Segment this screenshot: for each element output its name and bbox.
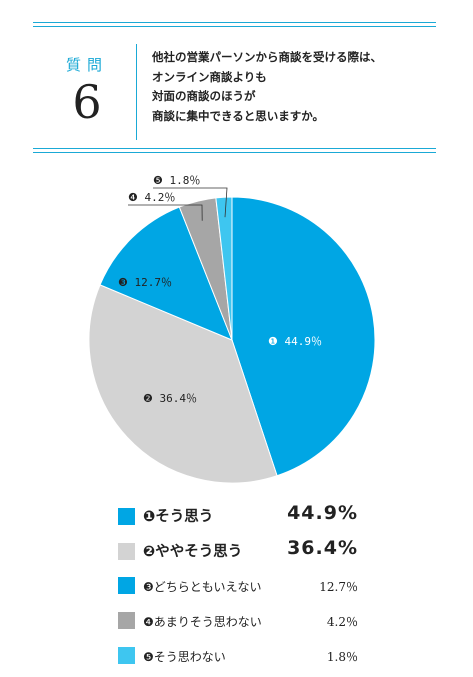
legend-swatch-2 (118, 543, 135, 560)
header-divider (136, 44, 137, 140)
legend-row-1: ❶そう思う 44.9% (118, 501, 358, 536)
question-line-1: 他社の営業パーソンから商談を受ける際は、 (152, 50, 382, 64)
pie-leader-4 (128, 204, 203, 221)
question-number: 6 (72, 75, 102, 129)
legend-text-1: そう思う (155, 509, 214, 525)
legend-swatch-3 (118, 577, 135, 594)
pie-label-3: ❸ 12.7％ (118, 276, 172, 289)
legend-value-5: 1.8％ (326, 650, 358, 664)
legend-marker-1: ❶ (143, 509, 156, 525)
pie-leader-5 (153, 187, 228, 218)
pie-label-2: ❷ 36.4％ (143, 392, 197, 405)
legend-label-2: ❷ややそう思う (143, 540, 242, 561)
bottom-rule-2 (33, 152, 436, 153)
question-text: 他社の営業パーソンから商談を受ける際は、 オンライン商談よりも 対面の商談のほう… (152, 48, 432, 126)
legend-swatch-1 (118, 508, 135, 525)
pie-slice-2 (88, 284, 278, 484)
legend-marker-4: ❹ (143, 615, 154, 629)
bottom-rule-1 (33, 148, 436, 149)
pie-label-4: ❹ 4.2％ (128, 191, 175, 204)
legend-value-4: 4.2％ (326, 615, 358, 629)
legend-marker-3: ❸ (143, 580, 154, 594)
top-rule-1 (33, 22, 436, 23)
legend-label-1: ❶そう思う (143, 505, 213, 526)
legend-swatch-5 (118, 647, 135, 664)
legend-value-2: 36.4% (287, 537, 358, 559)
pie-label-1: ❶ 44.9％ (268, 335, 322, 348)
legend-text-3: どちらともいえない (153, 580, 262, 594)
question-line-3: 対面の商談のほうが (152, 89, 256, 103)
top-rule-2 (33, 26, 436, 27)
legend-value-3: 12.7％ (319, 580, 358, 594)
legend-row-4: ❹あまりそう思わない 4.2％ (118, 606, 358, 641)
question-header: 質問 6 他社の営業パーソンから商談を受ける際は、 オンライン商談よりも 対面の… (33, 22, 436, 154)
legend-swatch-4 (118, 612, 135, 629)
question-line-4: 商談に集中できると思いますか。 (152, 108, 325, 123)
legend-row-3: ❸どちらともいえない 12.7％ (118, 571, 358, 606)
legend-marker-5: ❺ (143, 650, 154, 664)
legend-text-2: ややそう思う (155, 544, 243, 560)
question-line-2: オンライン商談よりも (152, 69, 267, 84)
legend-text-4: あまりそう思わない (153, 615, 262, 629)
legend-row-5: ❺そう思わない 1.8％ (118, 641, 358, 676)
pie-slice-3 (99, 206, 233, 341)
pie-slice-1 (231, 196, 376, 477)
legend-row-2: ❷ややそう思う 36.4% (118, 536, 358, 571)
legend-label-3: ❸どちらともいえない (143, 578, 262, 595)
question-label: 質問 (65, 56, 108, 74)
legend-value-1: 44.9% (287, 502, 358, 524)
pie-slice-5 (215, 196, 233, 341)
pie-chart: ❶ 44.9％ ❷ 36.4％ ❸ 12.7％ ❹ 4.2％ ❺ 1.8％ (88, 174, 376, 484)
legend-label-5: ❺そう思わない (143, 648, 226, 665)
legend-label-4: ❹あまりそう思わない (143, 613, 262, 630)
legend: ❶そう思う 44.9% ❷ややそう思う 36.4% ❸どちらともいえない 12.… (118, 501, 358, 676)
legend-text-5: そう思わない (153, 650, 226, 664)
pie-label-5: ❺ 1.8％ (153, 174, 200, 187)
legend-marker-2: ❷ (143, 544, 156, 560)
